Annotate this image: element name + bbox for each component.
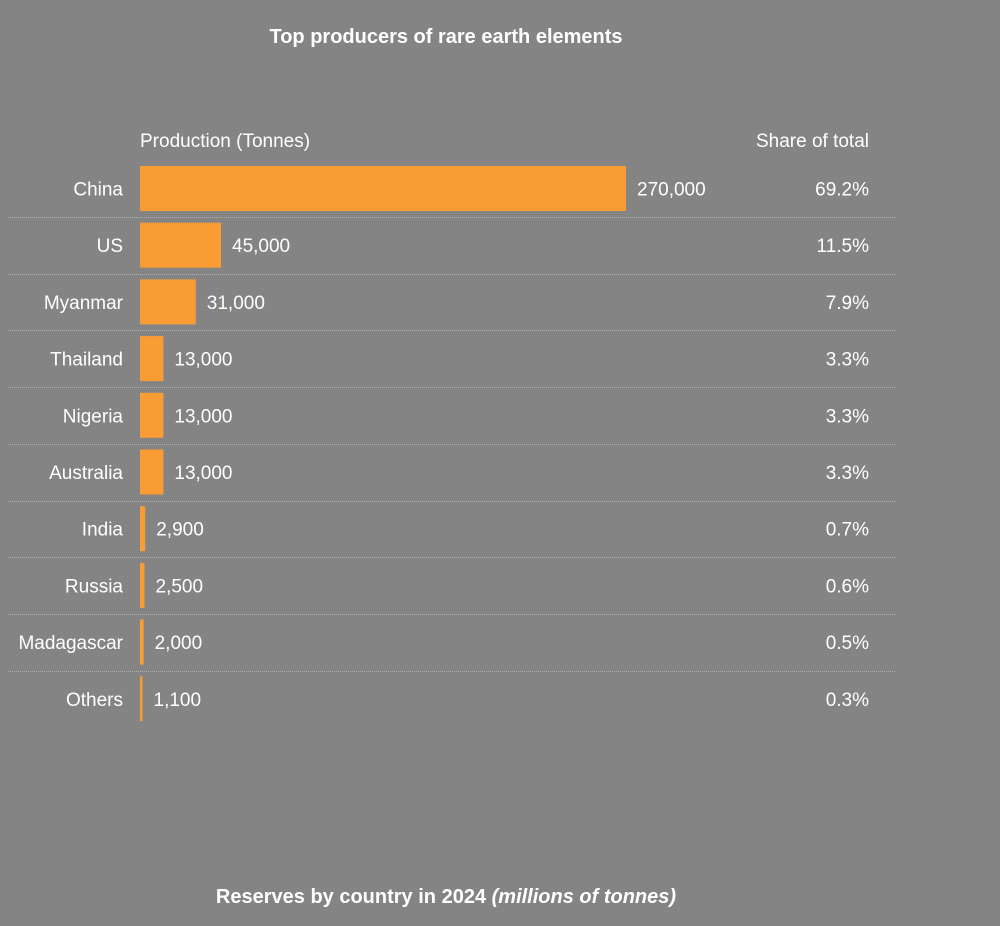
value-label: 13,000 <box>174 350 232 371</box>
share-label: 0.3% <box>826 690 869 711</box>
bar <box>140 619 144 665</box>
share-label: 7.9% <box>826 293 869 314</box>
bar <box>140 562 145 608</box>
bar <box>140 279 196 325</box>
share-label: 0.5% <box>826 633 869 654</box>
bar <box>140 222 221 268</box>
production-column-header: Production (Tonnes) <box>140 131 311 152</box>
chart-title: Top producers of rare earth elements <box>269 26 623 48</box>
category-label: Others <box>66 690 123 711</box>
category-label: Nigeria <box>63 406 124 427</box>
share-label: 69.2% <box>815 180 869 201</box>
value-label: 1,100 <box>154 690 202 711</box>
share-column-header: Share of total <box>755 131 869 152</box>
reserves-title-text: Reserves by country in 2024 <box>215 886 487 908</box>
category-label: China <box>73 180 123 201</box>
category-label: US <box>97 236 123 257</box>
value-label: 2,000 <box>155 633 203 654</box>
category-label: Australia <box>49 463 123 484</box>
share-label: 3.3% <box>826 463 869 484</box>
value-label: 2,900 <box>156 520 204 541</box>
share-label: 11.5% <box>817 236 870 257</box>
share-label: 3.3% <box>826 406 869 427</box>
value-label: 31,000 <box>207 293 265 314</box>
bar <box>140 336 164 382</box>
category-label: Myanmar <box>44 293 124 314</box>
value-label: 2,500 <box>156 576 204 597</box>
share-label: 0.6% <box>826 576 869 597</box>
reserves-title-unit: (millions of tonnes) <box>491 886 677 908</box>
bar <box>140 392 164 438</box>
category-label: India <box>82 520 124 541</box>
reserves-section-title: Reserves by country in 2024 (millions of… <box>0 886 892 909</box>
share-label: 0.7% <box>826 520 869 541</box>
value-label: 13,000 <box>174 406 232 427</box>
value-label: 45,000 <box>232 236 290 257</box>
share-label: 3.3% <box>826 350 869 371</box>
category-label: Russia <box>65 576 124 597</box>
category-label: Thailand <box>50 350 123 371</box>
value-label: 13,000 <box>174 463 232 484</box>
value-label: 270,000 <box>637 180 706 201</box>
bar <box>140 166 626 211</box>
bar <box>140 506 146 552</box>
bar <box>140 449 164 495</box>
category-label: Madagascar <box>18 633 123 654</box>
bar <box>140 676 143 722</box>
